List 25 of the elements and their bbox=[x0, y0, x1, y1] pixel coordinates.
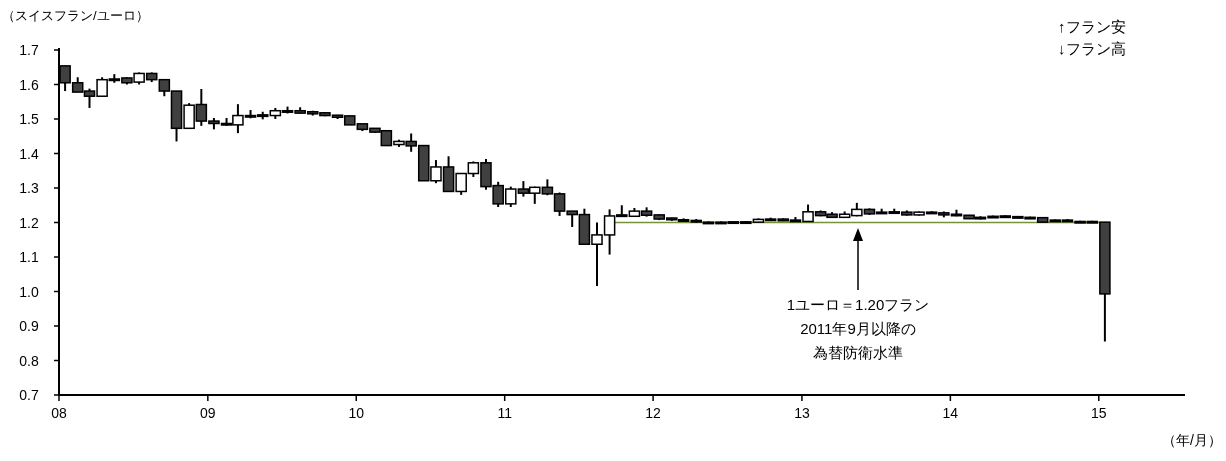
x-tick-label: 11 bbox=[497, 405, 513, 421]
x-axis-title: （年/月） bbox=[1162, 432, 1222, 448]
annotation: 為替防衛水準 bbox=[813, 344, 903, 361]
annotation: ↑フラン安 ↓フラン高 bbox=[1058, 18, 1126, 57]
x-tick-label: 15 bbox=[1091, 405, 1107, 421]
x-tick-label: 12 bbox=[645, 405, 662, 421]
y-tick-label: 1.6 bbox=[19, 76, 39, 93]
annotation: 1ユーロ＝1.20フラン bbox=[786, 296, 930, 313]
x-tick-label: 14 bbox=[942, 405, 959, 421]
x-tick-label: 13 bbox=[794, 405, 810, 421]
y-tick-label: 1.3 bbox=[19, 180, 39, 196]
y-tick-label: 0.9 bbox=[19, 318, 39, 334]
x-tick-label: 10 bbox=[348, 405, 365, 421]
y-tick-label: 1.2 bbox=[19, 214, 39, 231]
y-tick-label: 1.5 bbox=[19, 111, 39, 127]
y-tick-label: 0.8 bbox=[19, 352, 39, 369]
x-tick-label: 08 bbox=[51, 405, 67, 421]
x-tick-label: 09 bbox=[200, 405, 216, 421]
y-tick-label: 1.1 bbox=[19, 249, 39, 265]
y-tick-label: 0.7 bbox=[19, 387, 39, 403]
annotation: 2011年9月以降の bbox=[800, 320, 916, 337]
y-axis-title: （スイスフラン/ユーロ） bbox=[2, 8, 149, 23]
y-tick-label: 1.0 bbox=[19, 283, 39, 300]
y-tick-label: 1.7 bbox=[19, 42, 39, 58]
y-tick-label: 1.4 bbox=[19, 145, 39, 162]
